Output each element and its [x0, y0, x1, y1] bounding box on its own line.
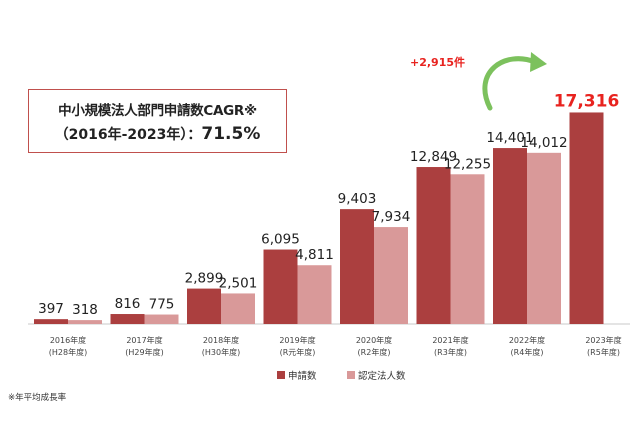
- x-tick-label: 2018年度: [203, 335, 239, 345]
- bar-applications: [110, 314, 145, 324]
- bar-certified: [144, 314, 179, 324]
- data-label: 14,012: [520, 135, 567, 151]
- x-tick-label: (R3年度): [434, 347, 467, 357]
- data-label: 2,899: [185, 271, 224, 287]
- bar-certified: [450, 174, 485, 324]
- bar-applications: [34, 319, 68, 324]
- bar-certified: [527, 152, 561, 324]
- x-tick-label: (R2年度): [358, 347, 391, 357]
- data-label: 12,849: [410, 149, 457, 165]
- cagr-value: 71.5%: [201, 124, 261, 144]
- x-tick-label: 2022年度: [509, 335, 545, 345]
- growth-arrow-head-icon: [530, 52, 547, 72]
- x-tick-label: (H30年度): [202, 347, 240, 357]
- bar-certified: [221, 293, 255, 324]
- data-label: 7,934: [372, 209, 411, 225]
- bar-certified: [68, 320, 102, 324]
- data-label: 2,501: [219, 275, 258, 291]
- growth-annotation: +2,915件: [410, 55, 465, 69]
- legend-swatch: [347, 371, 355, 379]
- data-label: 397: [38, 301, 64, 317]
- cagr-callout-title: 中小規模法人部門申請数CAGR※: [58, 103, 257, 119]
- x-tick-label: (R元年度): [280, 347, 316, 357]
- legend-label: 申請数: [288, 370, 317, 382]
- x-tick-label: (R5年度): [587, 347, 620, 357]
- bar-applications: [340, 209, 374, 324]
- data-label: 775: [149, 297, 175, 313]
- data-label: 14,401: [486, 130, 533, 146]
- bar-applications: [187, 288, 221, 324]
- legend-label: 認定法人数: [358, 370, 406, 382]
- x-tick-label: (R4年度): [511, 347, 544, 357]
- data-label: 17,316: [554, 91, 620, 111]
- x-tick-label: 2019年度: [279, 335, 315, 345]
- bar-applications: [569, 112, 604, 325]
- data-label: 318: [72, 302, 98, 318]
- bar-applications: [263, 249, 298, 324]
- x-tick-label: 2021年度: [432, 335, 468, 345]
- growth-arrow-icon: [482, 56, 538, 111]
- data-label: 12,255: [444, 156, 491, 172]
- cagr-callout-box: 中小規模法人部門申請数CAGR※ （2016年-2023年）：71.5%: [28, 89, 287, 153]
- x-tick-label: 2017年度: [126, 335, 162, 345]
- x-tick-label: 2020年度: [356, 335, 392, 345]
- footnote: ※年平均成長率: [8, 393, 67, 403]
- legend-swatch: [277, 371, 285, 379]
- data-label: 9,403: [338, 191, 377, 207]
- x-tick-label: (H29年度): [125, 347, 163, 357]
- x-tick-label: 2016年度: [50, 335, 86, 345]
- x-tick-label: (H28年度): [49, 347, 87, 357]
- bar-certified: [297, 265, 332, 324]
- cagr-callout-value-line: （2016年-2023年）：71.5%: [29, 124, 286, 144]
- bar-certified: [374, 227, 408, 324]
- bar-applications: [493, 148, 527, 324]
- cagr-period: （2016年-2023年）：: [54, 127, 202, 143]
- data-label: 6,095: [261, 232, 300, 248]
- data-label: 4,811: [295, 247, 334, 263]
- bar-applications: [416, 167, 451, 324]
- x-tick-label: 2023年度: [585, 335, 621, 345]
- data-label: 816: [115, 296, 141, 312]
